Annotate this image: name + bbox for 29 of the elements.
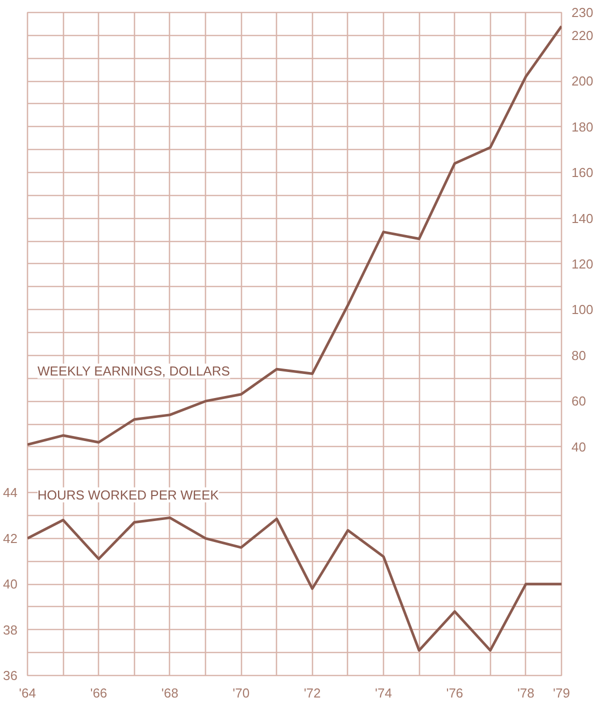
x-tick-label: '72 — [304, 686, 321, 700]
y2-tick-label: 120 — [572, 256, 594, 272]
y-tick-label: 36 — [3, 668, 18, 683]
y2-tick-label: 200 — [572, 74, 594, 89]
y2-tick-label: 220 — [572, 28, 594, 43]
y2-tick-label: 180 — [572, 119, 594, 134]
y-tick-label: 44 — [3, 485, 18, 500]
x-tick-label: '76 — [446, 686, 464, 700]
y2-tick-label: 60 — [572, 394, 586, 409]
y2-tick-label: 100 — [572, 302, 594, 318]
text: HOURS WORKED PER WEEK — [38, 487, 220, 502]
line-series — [28, 516, 562, 652]
x-tick-label: '64 — [19, 686, 36, 700]
x-tick-label: '66 — [90, 686, 108, 700]
y-tick-label: 42 — [3, 530, 18, 546]
x-tick-label: '79 — [553, 686, 570, 700]
x-tick-label: '78 — [517, 686, 534, 700]
x-tick-label: '68 — [161, 686, 178, 700]
y2-tick-label: 80 — [572, 348, 586, 363]
series-label: WEEKLY EARNINGS, DOLLARS — [38, 364, 230, 379]
x-tick-label: '74 — [375, 686, 392, 700]
y2-tick-label: 230 — [572, 5, 594, 20]
y-tick-label: 40 — [3, 576, 18, 592]
y-tick-label: 38 — [3, 622, 18, 638]
y2-tick-label: 140 — [572, 210, 594, 226]
line-series — [28, 24, 562, 446]
y2-tick-label: 40 — [572, 439, 586, 454]
y2-tick-label: 160 — [572, 165, 594, 180]
x-tick-label: '70 — [232, 686, 250, 700]
